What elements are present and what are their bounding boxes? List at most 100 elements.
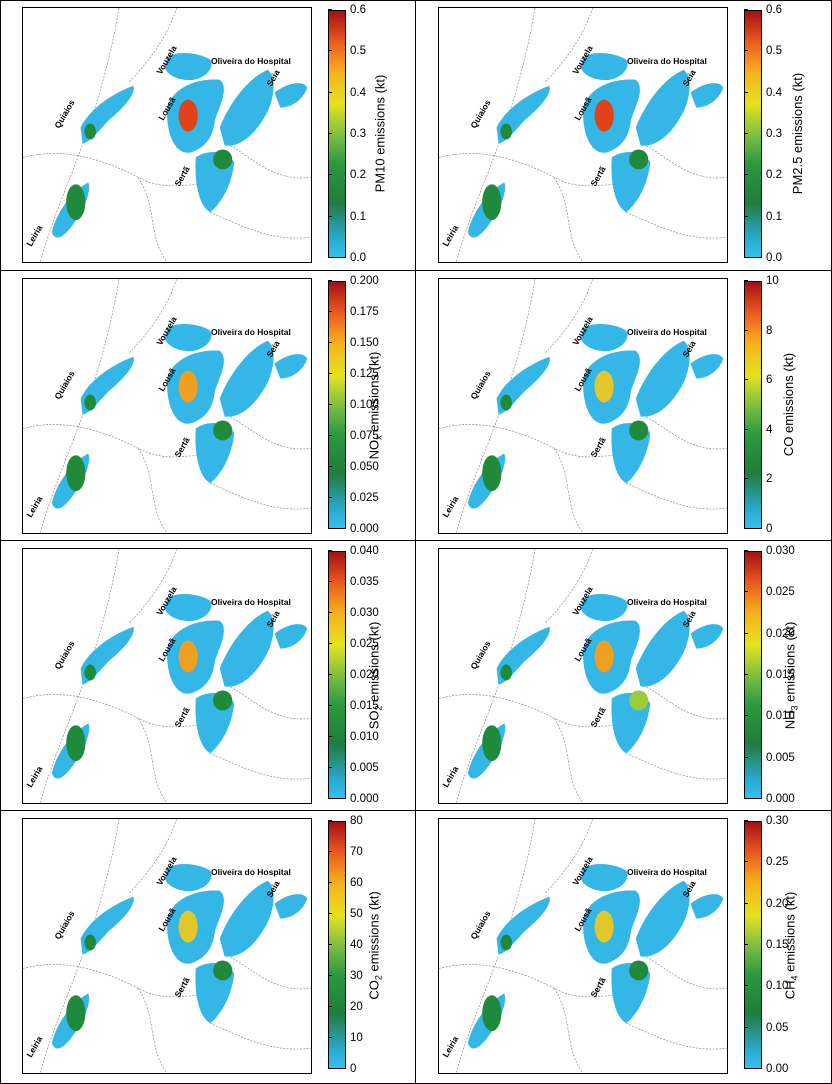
emissions-map: [23, 279, 311, 533]
colorbar-label-species: CO: [781, 436, 797, 457]
emissions-map: [23, 549, 311, 803]
burned-area-seia: [274, 354, 308, 379]
emissions-map: [23, 8, 311, 262]
colorbar-tick-label: 0: [742, 523, 773, 535]
burned-area-vouzela: [165, 864, 212, 892]
municipal-border: [128, 819, 177, 894]
burned-area-vouzela: [581, 594, 628, 622]
municipal-border: [224, 142, 311, 179]
emission-hotspot-quiaios: [84, 664, 96, 681]
burned-area-seia: [690, 83, 724, 108]
burned-area-seia: [274, 624, 308, 649]
emission-hotspot-leiria: [482, 455, 502, 492]
colorbar-label-units: emissions (kt): [366, 891, 382, 976]
colorbar-tick-label: 70: [328, 846, 363, 858]
colorbar-tick-label: 0.4: [744, 86, 782, 99]
map-frame: Vouzela Oliveira do Hospital Seia Quiaios Lo…: [22, 548, 312, 804]
colorbar-gradient: [329, 282, 345, 528]
map-frame: Vouzela Oliveira do Hospital Seia Quiaios Lo…: [438, 548, 728, 804]
municipal-border: [626, 752, 727, 780]
colorbar: [328, 10, 346, 258]
colorbar-tick-label: 0.000: [328, 793, 379, 805]
map-panel-nox: Vouzela Oliveira do Hospital Seia Quiaios Lo…: [0, 271, 415, 541]
colorbar-label-species: PM10: [372, 158, 388, 193]
colorbar-tick-label: 0.035: [328, 576, 379, 588]
map-panel-pm10: Vouzela Oliveira do Hospital Seia Quiaios Lo…: [0, 0, 415, 270]
burned-area-oliveira: [219, 880, 274, 957]
burned-area-vouzela: [165, 594, 212, 622]
colorbar-tick-label: 0.4: [328, 86, 366, 99]
colorbar-tick-label: 2: [742, 473, 773, 486]
place-label-oliveira: Oliveira do Hospital: [211, 327, 291, 337]
emission-hotspot-quiaios: [500, 934, 512, 951]
burned-area-seia: [274, 894, 308, 919]
colorbar-tick-label: 0.6: [744, 4, 782, 16]
place-label-oliveira: Oliveira do Hospital: [627, 56, 707, 66]
colorbar-tick-label: 50: [328, 908, 363, 920]
emission-hotspot-serta: [629, 960, 649, 981]
municipal-border: [137, 988, 168, 1073]
colorbar: [328, 821, 346, 1069]
municipal-border: [210, 211, 311, 239]
municipal-border: [455, 549, 536, 803]
place-label-oliveira: Oliveira do Hospital: [211, 867, 291, 877]
burned-area-oliveira: [219, 69, 274, 146]
colorbar-label-subscript: 4: [789, 975, 800, 981]
emission-hotspot-lousa: [594, 640, 614, 673]
colorbar: [328, 281, 346, 529]
municipal-border: [455, 279, 536, 533]
burned-area-vouzela: [581, 864, 628, 892]
colorbar-tick-label: 0.125: [328, 368, 379, 380]
map-panel-co2: Vouzela Oliveira do Hospital Seia Quiaios Lo…: [0, 811, 415, 1081]
colorbar: [744, 551, 762, 799]
colorbar-gradient: [745, 552, 761, 798]
municipal-border: [640, 413, 727, 450]
colorbar-tick-label: 0.020: [328, 669, 379, 681]
burned-area-oliveira: [219, 610, 274, 687]
emission-hotspot-serta: [213, 690, 233, 711]
municipal-border: [439, 694, 622, 728]
municipal-border: [439, 153, 622, 187]
colorbar-gradient: [745, 282, 761, 528]
municipal-border: [210, 482, 311, 510]
colorbar-tick-label: 4: [742, 423, 773, 436]
colorbar-label-species: CH: [782, 980, 798, 1000]
colorbar-label-subscript: 2: [373, 705, 384, 711]
colorbar-tick-label: 0.025: [328, 638, 379, 650]
municipal-border: [439, 424, 622, 458]
colorbar-tick-label: 0.2: [744, 169, 782, 182]
municipal-border: [224, 953, 311, 990]
place-label-oliveira: Oliveira do Hospital: [627, 327, 707, 337]
colorbar-tick-label: 20: [328, 1001, 363, 1013]
municipal-border: [39, 549, 120, 803]
emission-hotspot-quiaios: [84, 934, 96, 951]
burned-area-oliveira: [635, 880, 690, 957]
map-frame: Vouzela Oliveira do Hospital Seia Quiaios Lo…: [438, 7, 728, 263]
municipal-border: [39, 279, 120, 533]
municipal-border: [224, 413, 311, 450]
burned-area-seia: [274, 83, 308, 108]
colorbar-label: PM2.5 emissions (kt): [790, 73, 805, 194]
place-label-oliveira: Oliveira do Hospital: [627, 867, 707, 877]
colorbar-gradient: [329, 552, 345, 798]
municipal-border: [224, 683, 311, 720]
place-label-oliveira: Oliveira do Hospital: [627, 597, 707, 607]
colorbar-label-subscript: 3: [789, 705, 800, 711]
emission-hotspot-leiria: [482, 995, 502, 1032]
colorbar: [744, 821, 762, 1069]
colorbar-label-subscript: 2: [373, 975, 384, 981]
colorbar-tick-label: 0: [326, 1063, 357, 1075]
municipal-border: [128, 8, 177, 83]
municipal-border: [23, 153, 206, 187]
municipal-border: [553, 177, 584, 262]
colorbar-tick-label: 0.000: [744, 793, 795, 805]
municipal-border: [23, 694, 206, 728]
colorbar-tick-label: 0.6: [328, 4, 366, 16]
colorbar-label-units: emissions (kt): [372, 74, 388, 159]
colorbar-label-species: SO: [366, 710, 382, 730]
emission-hotspot-serta: [629, 149, 649, 170]
colorbar: [744, 10, 762, 258]
colorbar-tick-label: 0.100: [328, 399, 379, 411]
colorbar-tick-label: 0.015: [328, 700, 379, 712]
colorbar-tick-label: 0.050: [328, 461, 379, 473]
